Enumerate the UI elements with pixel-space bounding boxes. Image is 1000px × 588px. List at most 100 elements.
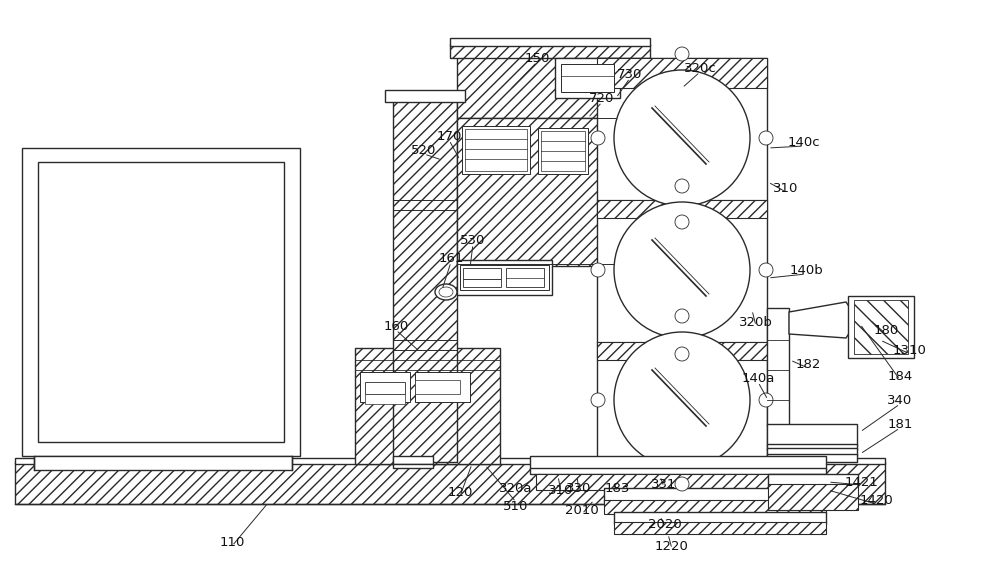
Bar bbox=[597, 58, 767, 464]
Bar bbox=[854, 300, 908, 354]
Bar bbox=[541, 131, 585, 171]
Bar bbox=[614, 522, 826, 534]
Text: 331: 331 bbox=[651, 477, 677, 490]
Text: 530: 530 bbox=[460, 233, 486, 246]
Bar bbox=[457, 56, 649, 118]
Bar bbox=[530, 456, 826, 470]
Circle shape bbox=[759, 131, 773, 145]
Bar bbox=[450, 38, 650, 46]
Text: 310: 310 bbox=[548, 483, 574, 496]
Text: 181: 181 bbox=[887, 417, 913, 430]
Text: 340: 340 bbox=[887, 393, 913, 406]
Bar bbox=[457, 118, 649, 266]
Circle shape bbox=[675, 179, 689, 193]
Text: 320b: 320b bbox=[739, 316, 773, 329]
Text: 1220: 1220 bbox=[655, 540, 689, 553]
Bar bbox=[767, 424, 857, 446]
Ellipse shape bbox=[439, 287, 453, 297]
Text: 182: 182 bbox=[795, 358, 821, 370]
Circle shape bbox=[759, 393, 773, 407]
Bar bbox=[38, 162, 284, 442]
Bar bbox=[597, 200, 767, 218]
Bar bbox=[460, 265, 549, 290]
Bar bbox=[597, 342, 767, 360]
Bar bbox=[415, 372, 470, 402]
Text: 150: 150 bbox=[524, 52, 550, 65]
Bar bbox=[15, 458, 885, 464]
Ellipse shape bbox=[435, 284, 457, 300]
Circle shape bbox=[675, 215, 689, 229]
Text: 320a: 320a bbox=[499, 482, 533, 495]
Text: 160: 160 bbox=[383, 319, 409, 332]
Bar bbox=[462, 126, 530, 174]
Text: 183: 183 bbox=[604, 482, 630, 495]
Bar bbox=[767, 448, 857, 456]
Bar bbox=[604, 488, 826, 502]
Text: 730: 730 bbox=[617, 68, 643, 81]
Text: 310: 310 bbox=[773, 182, 799, 195]
Circle shape bbox=[591, 263, 605, 277]
Circle shape bbox=[614, 202, 750, 338]
Bar bbox=[34, 456, 292, 470]
Bar bbox=[22, 148, 300, 456]
Bar bbox=[385, 90, 465, 102]
Bar bbox=[465, 129, 527, 171]
Text: 510: 510 bbox=[503, 499, 529, 513]
Text: 140c: 140c bbox=[788, 135, 820, 149]
Text: 2010: 2010 bbox=[565, 503, 599, 516]
Bar bbox=[415, 380, 460, 394]
Bar bbox=[463, 279, 501, 287]
Circle shape bbox=[759, 263, 773, 277]
Bar bbox=[767, 444, 857, 450]
Text: 170: 170 bbox=[436, 129, 462, 142]
Bar bbox=[555, 58, 620, 98]
Circle shape bbox=[614, 70, 750, 206]
Bar bbox=[365, 382, 405, 394]
Circle shape bbox=[675, 347, 689, 361]
Bar bbox=[393, 456, 433, 464]
Bar bbox=[506, 268, 544, 287]
Bar bbox=[768, 474, 858, 486]
Circle shape bbox=[591, 131, 605, 145]
Bar bbox=[355, 348, 500, 464]
Bar bbox=[604, 500, 826, 514]
Bar bbox=[597, 58, 767, 88]
Text: 110: 110 bbox=[219, 536, 245, 549]
Text: 1421: 1421 bbox=[845, 476, 879, 489]
Text: 140b: 140b bbox=[789, 263, 823, 276]
Bar bbox=[393, 98, 457, 462]
Text: 180: 180 bbox=[873, 323, 899, 336]
Text: 320c: 320c bbox=[684, 62, 716, 75]
Text: 1420: 1420 bbox=[859, 493, 893, 506]
Text: 520: 520 bbox=[411, 143, 437, 156]
Bar bbox=[15, 462, 885, 504]
Circle shape bbox=[614, 332, 750, 468]
Bar bbox=[536, 474, 826, 490]
Bar bbox=[457, 260, 552, 295]
Bar bbox=[768, 484, 858, 510]
Text: 330: 330 bbox=[566, 482, 592, 495]
Text: 120: 120 bbox=[447, 486, 473, 499]
Text: 2020: 2020 bbox=[648, 517, 682, 530]
Circle shape bbox=[675, 477, 689, 491]
Bar bbox=[848, 296, 914, 358]
Text: 720: 720 bbox=[589, 92, 615, 105]
Circle shape bbox=[675, 47, 689, 61]
Text: 161: 161 bbox=[438, 252, 464, 265]
Circle shape bbox=[675, 309, 689, 323]
Bar bbox=[393, 464, 433, 468]
Bar bbox=[360, 372, 410, 402]
Bar bbox=[767, 454, 857, 462]
Polygon shape bbox=[789, 302, 858, 338]
Bar bbox=[767, 308, 789, 426]
Bar bbox=[450, 44, 650, 58]
Bar bbox=[463, 268, 501, 279]
Text: 140a: 140a bbox=[741, 372, 775, 385]
Bar bbox=[365, 394, 405, 404]
Bar bbox=[561, 64, 614, 92]
Bar bbox=[597, 462, 767, 464]
Bar bbox=[530, 468, 826, 474]
Bar bbox=[614, 512, 826, 524]
Text: 184: 184 bbox=[887, 369, 913, 383]
Circle shape bbox=[591, 393, 605, 407]
